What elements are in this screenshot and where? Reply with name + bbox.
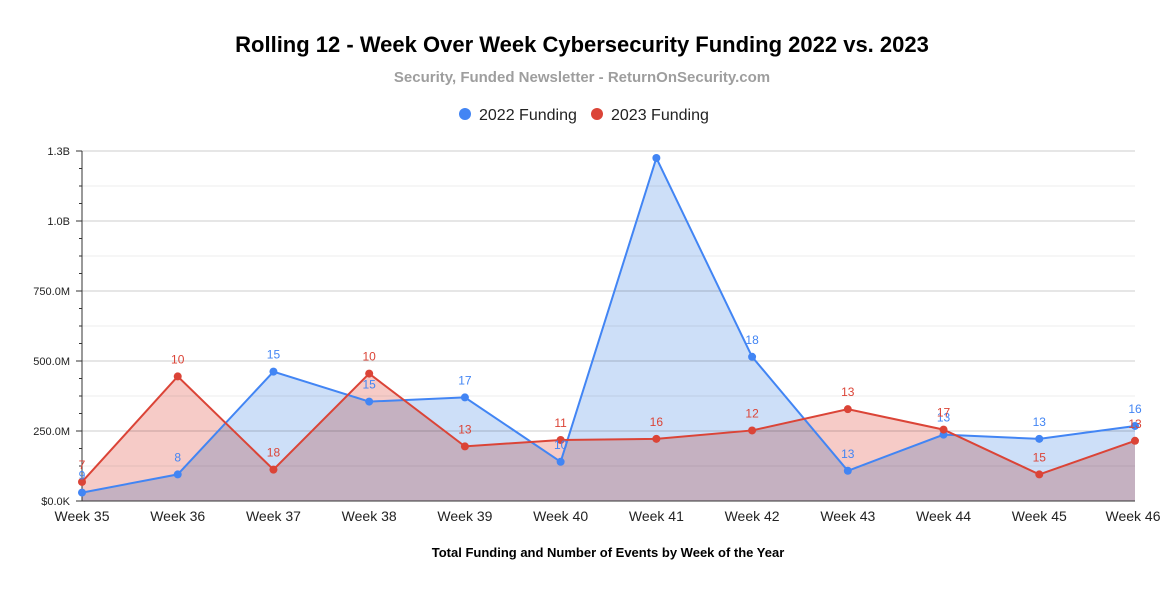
y-tick-label: $0.0K	[41, 496, 70, 508]
line-series-0	[81, 155, 1136, 494]
data-label-series-0: 15	[267, 348, 281, 362]
point-series-1	[78, 477, 86, 486]
point-series-1	[365, 369, 374, 378]
x-axis-title: Total Funding and Number of Events by We…	[432, 545, 785, 560]
point-series-1	[269, 465, 278, 474]
point-series-1	[843, 405, 852, 414]
point-series-0	[556, 457, 565, 466]
y-tick-label: 1.0B	[47, 216, 70, 228]
point-series-0	[269, 367, 278, 376]
line-series-1	[81, 372, 1136, 483]
y-tick-label: 1.3B	[47, 146, 70, 158]
data-label-series-0: 18	[745, 333, 759, 347]
data-label-series-1: 18	[267, 446, 281, 460]
data-label-series-1: 13	[458, 422, 472, 436]
data-label-series-0: 8	[174, 450, 181, 464]
data-label-series-1: 7	[79, 458, 86, 472]
chart-title: Rolling 12 - Week Over Week Cybersecurit…	[235, 32, 929, 57]
point-series-1	[1131, 436, 1139, 445]
data-label-series-0: 9	[79, 469, 86, 483]
data-label-series-0: 13	[841, 447, 855, 461]
x-tick-label: Week 41	[629, 508, 684, 524]
x-tick-label: Week 37	[246, 508, 301, 524]
data-label-series-0: 10	[554, 438, 568, 452]
legend-marker-2023	[591, 108, 603, 120]
data-label-series-0: 16	[1128, 402, 1142, 416]
data-label-series-1: 10	[171, 352, 185, 366]
point-series-0	[460, 393, 469, 402]
series-lines	[81, 155, 1136, 494]
y-tick-label: 250.0M	[33, 426, 70, 438]
point-series-0	[173, 470, 182, 479]
point-series-1	[652, 434, 661, 443]
legend-label-2022: 2022 Funding	[479, 107, 577, 124]
point-series-0	[1035, 434, 1044, 443]
axes: $0.0K 250.0M 500.0M 750.0M 1.0B 1.3B Week 35 We…	[33, 146, 1160, 524]
legend-marker-2022	[459, 108, 471, 120]
data-label-series-1: 12	[745, 406, 759, 420]
x-tick-label: Week 38	[342, 508, 397, 524]
x-tick-label: Week 45	[1012, 508, 1067, 524]
data-label-series-1: 17	[937, 406, 951, 420]
y-tick-label: 500.0M	[33, 356, 70, 368]
legend: 2022 Funding 2023 Funding	[459, 107, 709, 124]
data-label-series-0: 15	[363, 378, 377, 392]
point-series-0	[78, 488, 86, 497]
x-tick-label: Week 40	[533, 508, 588, 524]
point-series-1	[939, 425, 948, 434]
point-series-0	[365, 397, 374, 406]
data-label-series-1: 15	[1033, 450, 1047, 464]
x-tick-label: Week 44	[916, 508, 971, 524]
point-series-1	[748, 426, 757, 435]
point-series-0	[748, 352, 757, 361]
data-label-series-1: 10	[363, 350, 377, 364]
x-tick-label: Week 35	[55, 508, 110, 524]
y-tick-label: 750.0M	[33, 286, 70, 298]
data-label-series-1: 13	[1128, 417, 1142, 431]
data-label-series-1: 16	[650, 415, 664, 429]
chart-subtitle: Security, Funded Newsletter - ReturnOnSe…	[394, 69, 770, 86]
point-series-1	[556, 435, 565, 444]
data-points	[78, 154, 1139, 497]
point-series-0	[1131, 421, 1139, 430]
data-label-series-0: 13	[937, 411, 951, 425]
x-tick-label: Week 43	[820, 508, 875, 524]
data-label-series-1: 13	[841, 385, 855, 399]
data-label-series-1: 11	[554, 416, 567, 430]
point-series-0	[652, 154, 661, 162]
x-tick-label: Week 36	[150, 508, 205, 524]
point-series-1	[460, 442, 469, 451]
series-areas	[82, 158, 1135, 501]
point-series-0	[843, 466, 852, 475]
x-tick-label: Week 39	[437, 508, 492, 524]
point-series-1	[1035, 470, 1044, 479]
legend-label-2023: 2023 Funding	[611, 107, 709, 124]
data-label-series-0: 17	[458, 373, 472, 387]
x-tick-label: Week 42	[725, 508, 780, 524]
point-series-1	[173, 372, 182, 381]
x-tick-label: Week 46	[1106, 508, 1161, 524]
data-label-series-0: 13	[1033, 415, 1047, 429]
area-series-1	[82, 373, 1135, 501]
